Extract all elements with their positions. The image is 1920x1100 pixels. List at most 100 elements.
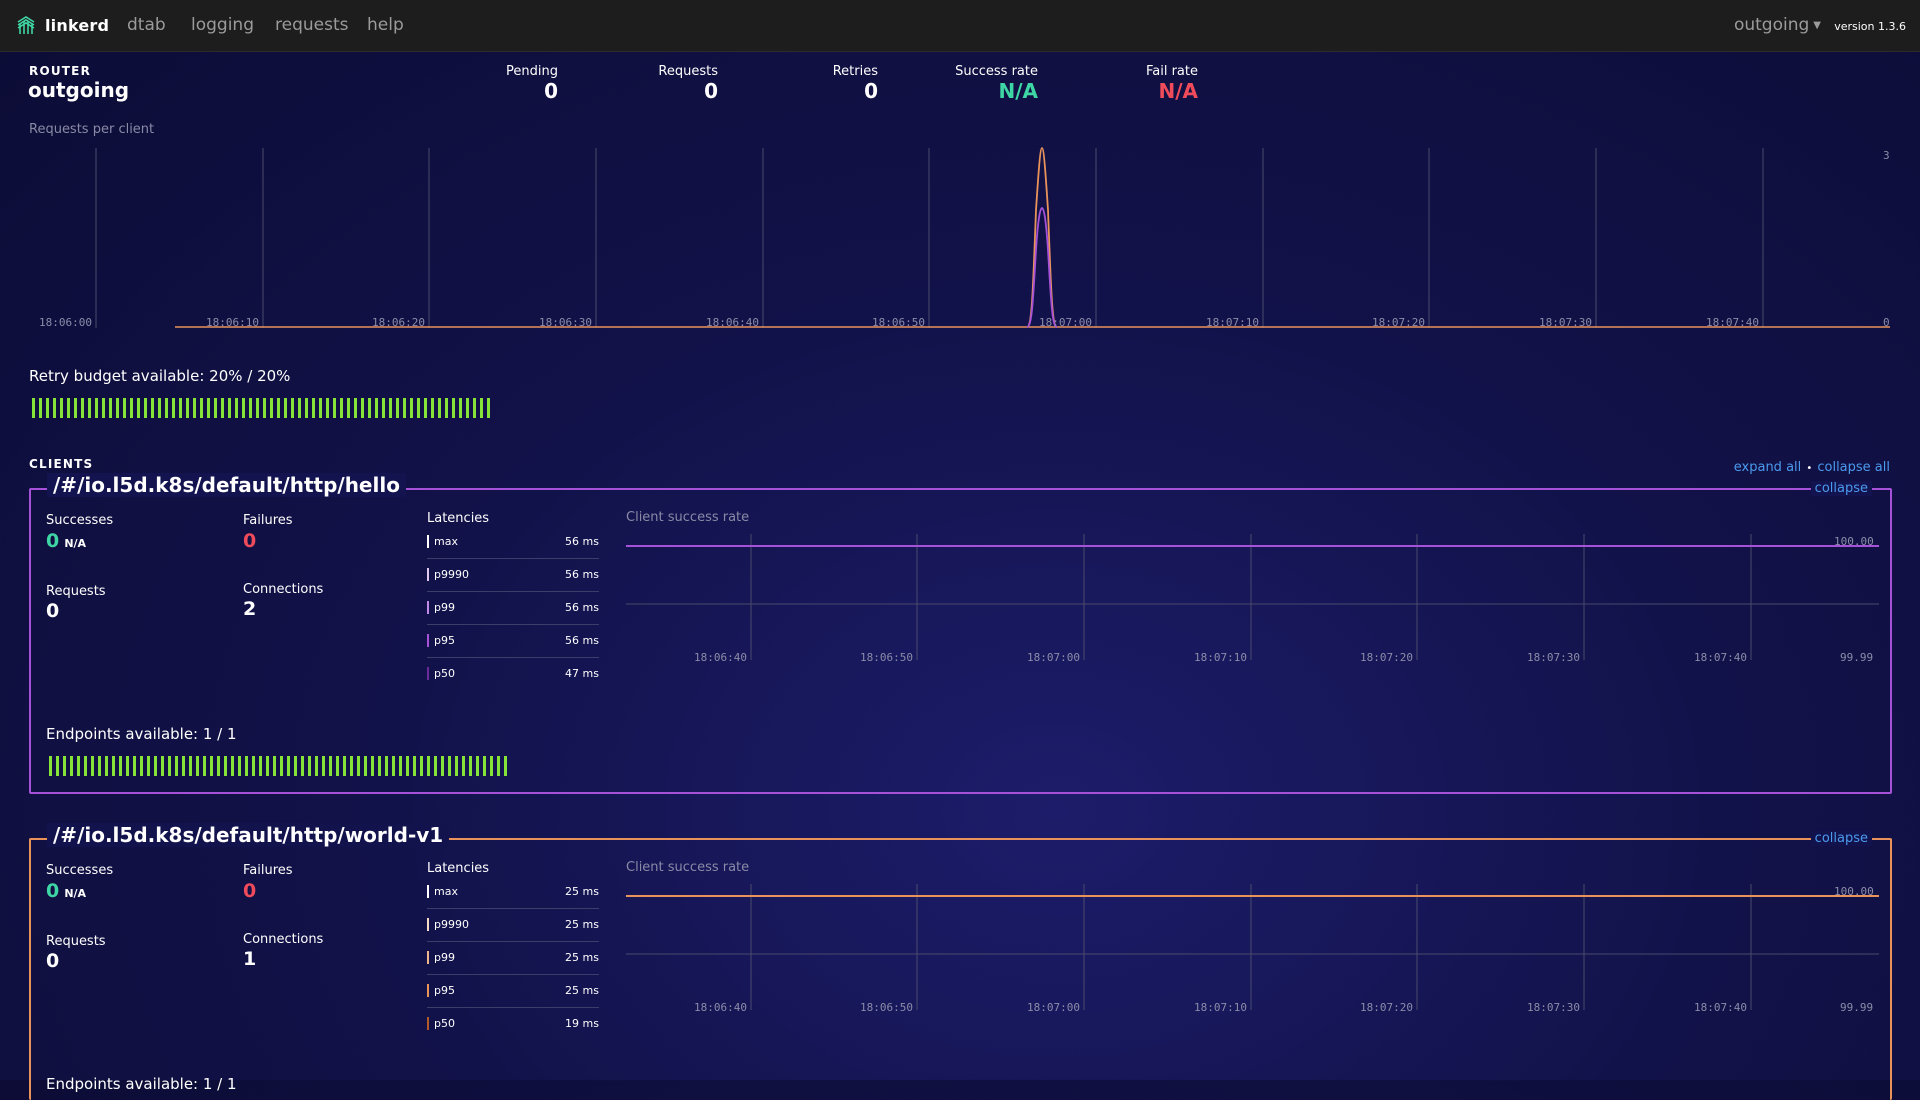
nav-link-help[interactable]: help — [367, 15, 404, 35]
latency-row-p9990: p9990 56 ms — [427, 558, 599, 592]
failures-label: Failures — [243, 863, 293, 878]
x-tick: 18:06:00 — [39, 316, 92, 329]
success-rate-value: N/A — [64, 537, 87, 550]
latency-name: p95 — [434, 634, 455, 647]
latency-value: 47 ms — [565, 667, 599, 680]
bar-segment — [392, 756, 395, 776]
bar-segment — [277, 398, 280, 418]
brand-name: linkerd — [45, 15, 110, 35]
latency-swatch — [427, 667, 429, 680]
latency-value: 25 ms — [565, 951, 599, 964]
bar-segment — [67, 398, 70, 418]
bar-segment — [441, 756, 444, 776]
bar-segment — [438, 398, 441, 418]
bar-segment — [189, 756, 192, 776]
bar-segment — [231, 756, 234, 776]
bar-segment — [84, 756, 87, 776]
version-label: version 1.3.6 — [1834, 20, 1906, 33]
x-tick: 18:07:10 — [1194, 651, 1247, 664]
bar-segment — [406, 756, 409, 776]
bar-segment — [368, 398, 371, 418]
latency-row-p95: p95 56 ms — [427, 624, 599, 658]
latency-row-p99: p99 25 ms — [427, 941, 599, 975]
router-dropdown-label: outgoing — [1733, 15, 1810, 35]
latency-name: p99 — [434, 601, 455, 614]
bar-segment — [235, 398, 238, 418]
bar-segment — [375, 398, 378, 418]
stat-requests-label: Requests — [658, 64, 718, 79]
latency-name: max — [434, 535, 458, 548]
bar-segment — [249, 398, 252, 418]
x-tick: 18:06:40 — [706, 316, 759, 329]
bar-segment — [480, 398, 483, 418]
x-tick: 18:06:40 — [694, 651, 747, 664]
router-dropdown[interactable]: outgoing ▼ — [1734, 15, 1821, 35]
x-tick: 18:07:00 — [1027, 1001, 1080, 1014]
latency-row-p50: p50 47 ms — [427, 657, 599, 690]
latency-name: p50 — [434, 667, 455, 680]
brand-link[interactable]: linkerd — [15, 14, 109, 36]
y-top-label: 100.00 — [1834, 885, 1874, 898]
bar-segment — [95, 398, 98, 418]
bar-segment — [434, 756, 437, 776]
nav-link-dtab[interactable]: dtab — [127, 15, 166, 35]
successes-label: Successes — [46, 863, 114, 878]
bar-segment — [487, 398, 490, 418]
latency-swatch — [427, 1017, 429, 1030]
latency-swatch — [427, 885, 429, 898]
client-collapse-link[interactable]: collapse — [1810, 831, 1872, 846]
bar-segment — [298, 398, 301, 418]
bar-segment — [452, 398, 455, 418]
bar-segment — [56, 756, 59, 776]
bar-segment — [77, 756, 80, 776]
retry-budget-label: Retry budget available: 20% / 20% — [29, 367, 291, 385]
bar-segment — [112, 756, 115, 776]
series-line-world-v1 — [1026, 147, 1058, 328]
successes-label: Successes — [46, 513, 114, 528]
latency-value: 25 ms — [565, 885, 599, 898]
nav-link-logging[interactable]: logging — [191, 15, 254, 35]
bar-segment — [301, 756, 304, 776]
bar-segment — [329, 756, 332, 776]
bar-segment — [228, 398, 231, 418]
clients-section-label: CLIENTS — [29, 457, 94, 471]
stat-pending: Pending 0 — [478, 64, 558, 103]
bar-segment — [200, 398, 203, 418]
bar-segment — [175, 756, 178, 776]
bar-segment — [137, 398, 140, 418]
bar-segment — [256, 398, 259, 418]
stat-fail-rate-value: N/A — [1158, 79, 1198, 103]
collapse-all-link[interactable]: collapse all — [1817, 460, 1890, 475]
x-tick: 18:07:30 — [1539, 316, 1592, 329]
bar-segment — [476, 756, 479, 776]
bar-segment — [123, 398, 126, 418]
x-tick: 18:07:40 — [1694, 651, 1747, 664]
bar-segment — [364, 756, 367, 776]
bar-segment — [490, 756, 493, 776]
latency-value: 25 ms — [565, 918, 599, 931]
x-tick: 18:06:50 — [860, 651, 913, 664]
bar-segment — [210, 756, 213, 776]
bar-segment — [420, 756, 423, 776]
bar-segment — [399, 756, 402, 776]
failures-value: 0 — [243, 880, 257, 902]
y-bottom-label: 99.99 — [1840, 651, 1873, 664]
bar-segment — [336, 756, 339, 776]
client-chart-title: Client success rate — [626, 510, 750, 525]
bar-segment — [126, 756, 129, 776]
latency-row-max: max 56 ms — [427, 525, 599, 559]
bar-segment — [273, 756, 276, 776]
client-collapse-link[interactable]: collapse — [1810, 481, 1872, 496]
bar-segment — [413, 756, 416, 776]
latency-value: 56 ms — [565, 601, 599, 614]
stat-success-rate-label: Success rate — [955, 64, 1038, 79]
bar-segment — [445, 398, 448, 418]
expand-all-link[interactable]: expand all — [1733, 460, 1802, 475]
bar-segment — [119, 756, 122, 776]
x-tick: 18:07:30 — [1527, 1001, 1580, 1014]
bar-segment — [252, 756, 255, 776]
bar-segment — [497, 756, 500, 776]
bar-segment — [357, 756, 360, 776]
y-max-label: 3 — [1883, 149, 1890, 162]
nav-link-requests[interactable]: requests — [275, 15, 349, 35]
